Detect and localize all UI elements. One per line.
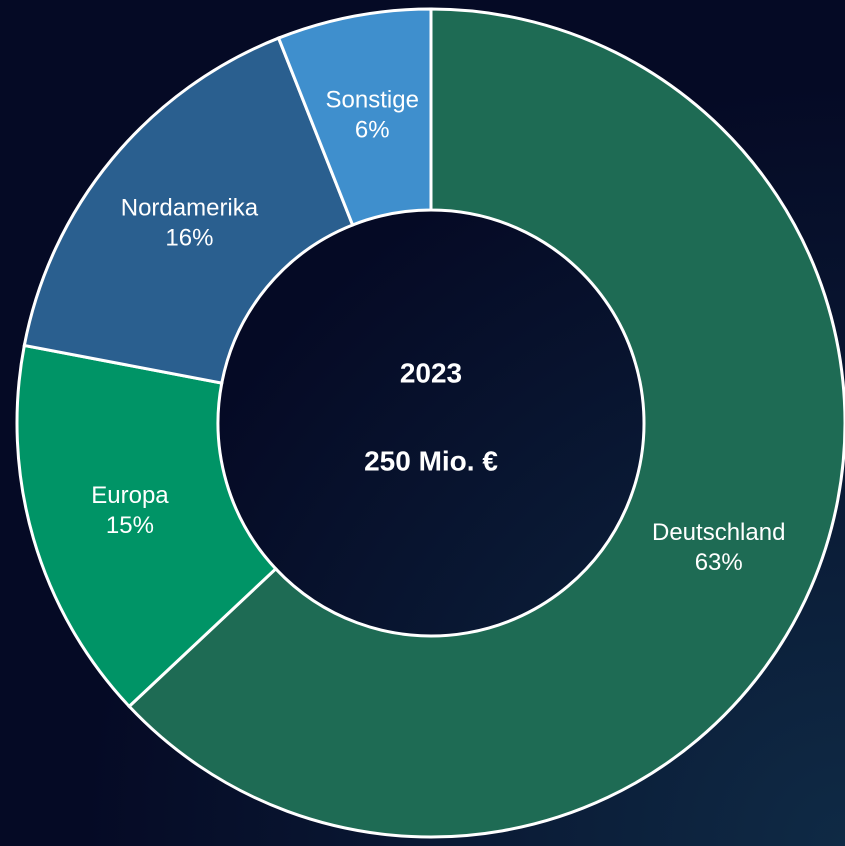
slice bbox=[127, 7, 845, 839]
slice-label: Nordamerika bbox=[121, 195, 259, 222]
slice-value-label: 63% bbox=[695, 549, 743, 576]
slice bbox=[22, 36, 355, 385]
slice-label: Sonstige bbox=[326, 86, 419, 113]
slice-value-label: 16% bbox=[165, 225, 213, 252]
slice bbox=[15, 343, 278, 709]
slice-value-label: 15% bbox=[106, 512, 154, 539]
slice-value-label: 6% bbox=[355, 116, 390, 143]
slice-label: Deutschland bbox=[652, 519, 785, 546]
slice-label: Europa bbox=[91, 482, 169, 509]
center-title: 2023 bbox=[400, 357, 462, 388]
slice bbox=[276, 7, 433, 227]
center-subtitle: 250 Mio. € bbox=[364, 445, 498, 476]
